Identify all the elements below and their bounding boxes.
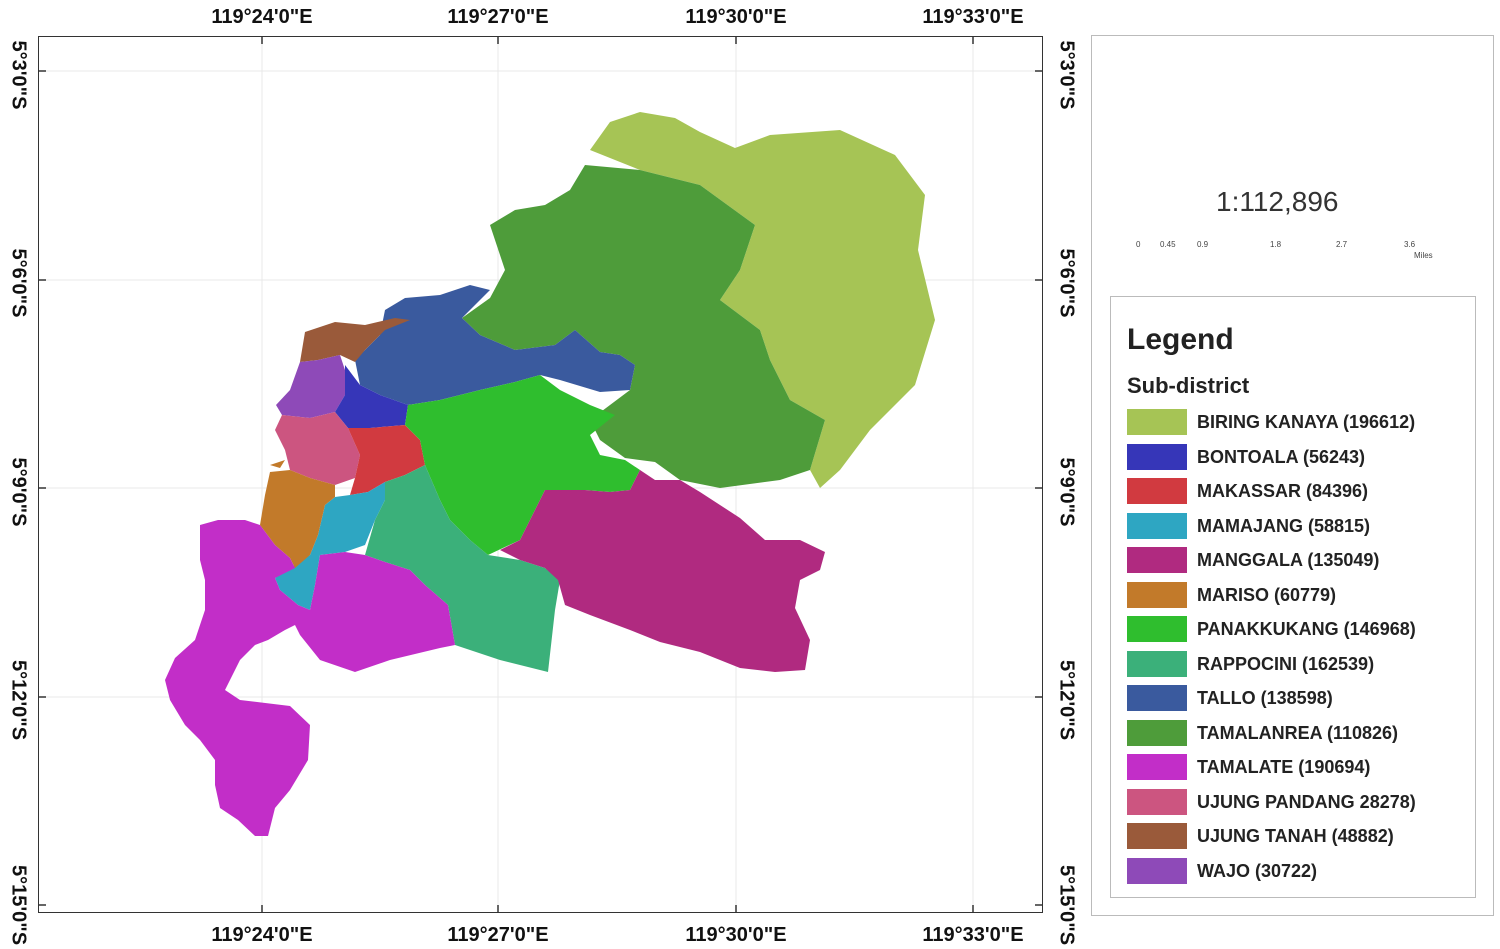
scale-tick: 0.45	[1160, 240, 1176, 249]
district-biring-kanaya[interactable]	[590, 112, 935, 488]
longitude-label-top: 119°33'0"E	[922, 6, 1024, 28]
longitude-label-top: 119°24'0"E	[211, 6, 313, 28]
legend-label: MANGGALA (135049)	[1197, 550, 1380, 570]
district-wajo[interactable]	[276, 355, 345, 418]
legend-label: TALLO (138598)	[1197, 688, 1333, 708]
legend-swatch	[1127, 857, 1187, 884]
longitude-label-top: 119°27'0"E	[447, 6, 549, 28]
coastline-fragment	[270, 460, 285, 468]
legend-swatch	[1127, 547, 1187, 573]
scale-tick: 0.9	[1197, 240, 1209, 249]
legend-swatch	[1127, 581, 1187, 608]
legend-swatch	[1127, 754, 1187, 780]
district-mamajang[interactable]	[275, 482, 385, 610]
legend-label: BIRING KANAYA (196612)	[1197, 412, 1416, 432]
legend-swatch	[1127, 650, 1187, 677]
legend-label: BONTOALA (56243)	[1197, 446, 1366, 467]
legend-swatch	[1127, 719, 1187, 746]
legend-label: WAJO (30722)	[1197, 860, 1318, 881]
longitude-label-bottom: 119°27'0"E	[447, 924, 549, 946]
legend-label: PANAKKUKANG (146968)	[1197, 619, 1416, 639]
legend-label: UJUNG TANAH (48882)	[1197, 826, 1394, 846]
longitude-label-bottom: 119°24'0"E	[211, 924, 313, 946]
legend-swatch	[1127, 823, 1187, 849]
legend-subtitle: Sub-district	[1127, 373, 1250, 398]
scale-ratio: 1:112,896	[1216, 186, 1339, 217]
scale-tick: 3.6	[1404, 240, 1416, 249]
legend-title: Legend	[1127, 323, 1234, 356]
district-tamalate[interactable]	[165, 520, 455, 836]
scale-tick: 1.8	[1270, 240, 1282, 249]
legend-swatch	[1127, 616, 1187, 642]
legend-swatch	[1127, 512, 1187, 539]
district-tallo[interactable]	[355, 285, 635, 405]
legend-swatch	[1127, 443, 1187, 470]
scale-unit: Miles	[1414, 251, 1433, 260]
legend-swatch	[1127, 685, 1187, 711]
legend-label: MARISO (60779)	[1197, 584, 1337, 605]
graticule-ticks	[38, 36, 1043, 913]
legend-label: MAMAJANG (58815)	[1197, 515, 1371, 536]
district-manggala[interactable]	[500, 470, 825, 672]
district-ujung-pandang[interactable]	[275, 412, 360, 485]
legend-swatch	[1127, 788, 1187, 815]
scale-tick: 0	[1136, 240, 1141, 249]
district-rappocini[interactable]	[365, 465, 560, 672]
legend-swatch	[1127, 409, 1187, 435]
district-ujung-tanah[interactable]	[300, 318, 410, 362]
legend-label: RAPPOCINI (162539)	[1197, 653, 1375, 674]
longitude-label-bottom: 119°30'0"E	[685, 924, 787, 946]
legend-swatch	[1127, 478, 1187, 504]
scale-tick: 2.7	[1336, 240, 1348, 249]
district-mariso[interactable]	[260, 470, 335, 568]
legend: Legend Sub-district BIRING KANAYA (19661…	[1110, 296, 1476, 898]
legend-label: MAKASSAR (84396)	[1197, 481, 1369, 501]
legend-label: TAMALANREA (110826)	[1197, 722, 1399, 743]
district-panakkukang[interactable]	[405, 375, 640, 555]
district-bontoala[interactable]	[335, 365, 408, 428]
legend-label: UJUNG PANDANG 28278)	[1197, 791, 1416, 812]
longitude-label-bottom: 119°33'0"E	[922, 924, 1024, 946]
district-makassar[interactable]	[348, 425, 425, 495]
legend-label: TAMALATE (190694)	[1197, 757, 1371, 777]
district-tamalanrea[interactable]	[462, 165, 825, 488]
longitude-label-top: 119°30'0"E	[685, 6, 787, 28]
